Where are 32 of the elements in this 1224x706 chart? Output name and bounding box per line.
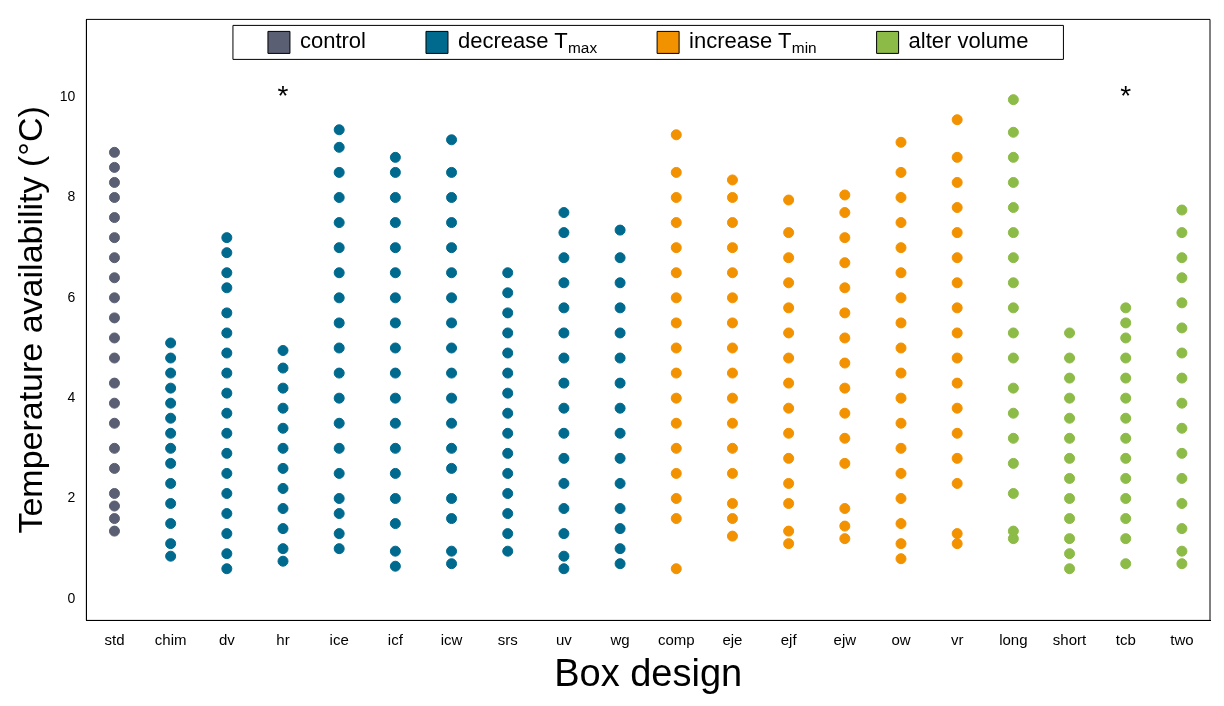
y-tick-label: 10 bbox=[59, 88, 76, 105]
x-tick-label: ejw bbox=[833, 630, 857, 648]
annotation: * bbox=[1120, 80, 1132, 112]
x-tick-label: eje bbox=[722, 630, 743, 648]
y-tick-label: 6 bbox=[67, 288, 76, 305]
x-tick-label: wg bbox=[609, 630, 630, 648]
x-tick-label: long bbox=[999, 630, 1028, 648]
x-tick-label: vr bbox=[950, 630, 964, 648]
x-tick-label: chim bbox=[154, 630, 187, 648]
y-tick-label: 0 bbox=[67, 589, 76, 606]
y-tick-label: 4 bbox=[67, 389, 76, 406]
x-tick-label: std bbox=[104, 630, 125, 648]
x-tick-label: tcb bbox=[1115, 630, 1136, 648]
y-tick-label: 8 bbox=[67, 188, 76, 205]
x-tick-label: hr bbox=[276, 630, 290, 648]
x-tick-label: srs bbox=[497, 630, 518, 648]
legend-label: alter volume bbox=[908, 28, 1029, 54]
x-tick-label: ejf bbox=[780, 630, 798, 648]
x-tick-label: ice bbox=[329, 630, 349, 648]
x-axis-title: Box design bbox=[554, 651, 743, 694]
x-tick-label: icw bbox=[440, 630, 463, 648]
x-tick-label: comp bbox=[657, 630, 695, 648]
annotation: * bbox=[277, 80, 289, 112]
x-tick-label: dv bbox=[218, 630, 236, 648]
x-tick-label: two bbox=[1170, 630, 1194, 648]
x-tick-label: short bbox=[1052, 630, 1088, 648]
legend-label: control bbox=[299, 28, 366, 54]
y-tick-label: 2 bbox=[67, 489, 76, 506]
x-tick-label: uv bbox=[555, 630, 573, 648]
y-axis-title: Temperature availability (°C) bbox=[10, 106, 49, 534]
x-tick-label: icf bbox=[387, 630, 404, 648]
x-tick-label: ow bbox=[891, 630, 911, 648]
